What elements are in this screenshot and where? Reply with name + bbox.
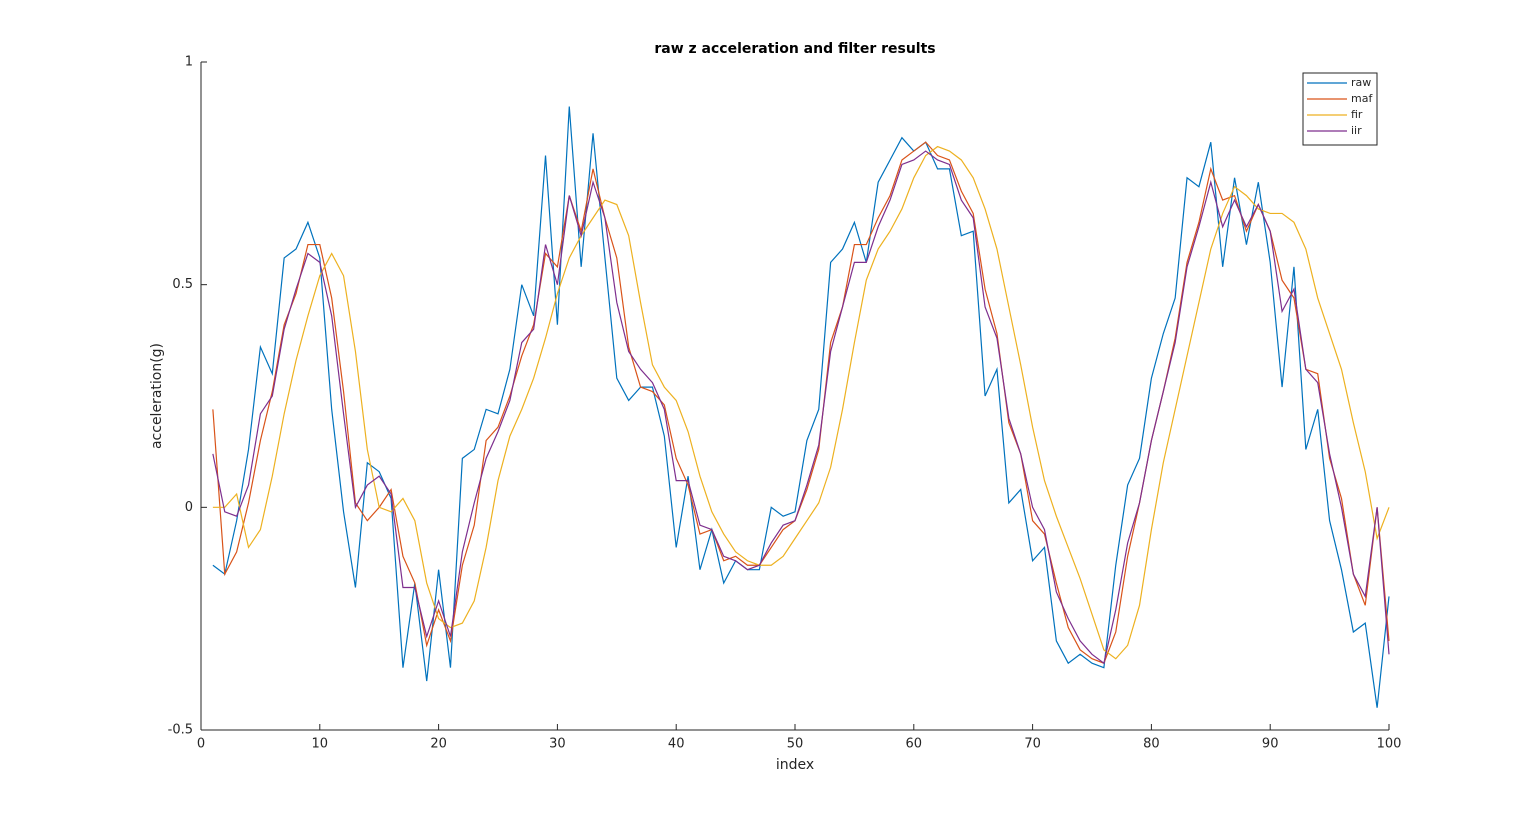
- series-line: [212, 150, 1390, 665]
- x-tick-label: 40: [668, 737, 685, 752]
- legend-label: iir: [1351, 124, 1362, 137]
- x-tick-label: 10: [312, 737, 329, 752]
- x-tick-label: 50: [787, 737, 804, 752]
- series-line: [212, 145, 1390, 660]
- legend-label: fir: [1351, 108, 1363, 121]
- chart-title: raw z acceleration and filter results: [654, 41, 935, 57]
- x-tick-label: 100: [1377, 737, 1402, 752]
- x-tick-label: 30: [549, 737, 566, 752]
- x-tick-label: 90: [1262, 737, 1279, 752]
- y-axis-label: acceleration(g): [149, 343, 165, 449]
- y-tick-label: -0.5: [168, 723, 193, 738]
- legend-box: [1302, 72, 1378, 146]
- x-tick-label: 20: [430, 737, 447, 752]
- y-tick-label: 0: [185, 500, 193, 515]
- series-line: [212, 106, 1390, 708]
- x-tick-label: 80: [1143, 737, 1160, 752]
- x-tick-label: 0: [197, 737, 205, 752]
- x-tick-label: 70: [1024, 737, 1041, 752]
- legend-label: maf: [1351, 92, 1373, 105]
- legend-label: raw: [1351, 76, 1371, 89]
- x-tick-label: 60: [906, 737, 923, 752]
- y-tick-label: 1: [185, 55, 193, 70]
- series-line: [212, 141, 1390, 664]
- x-axis-label: index: [776, 757, 814, 773]
- y-tick-label: 0.5: [172, 277, 193, 292]
